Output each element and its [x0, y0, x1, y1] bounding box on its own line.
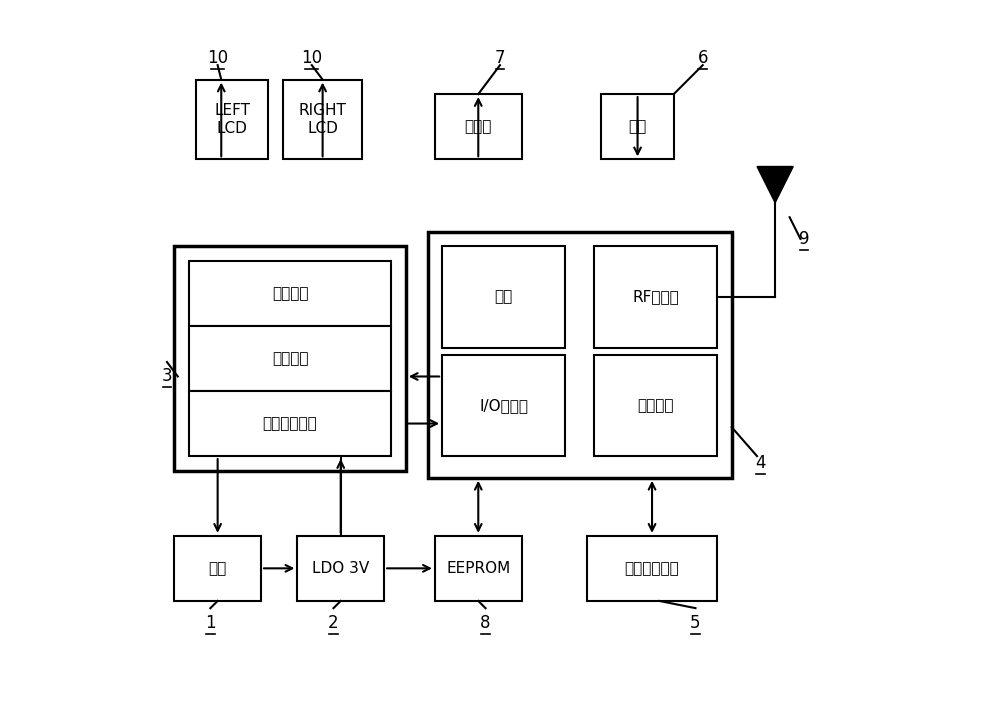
Polygon shape	[757, 167, 793, 203]
Text: RIGHT
LCD: RIGHT LCD	[299, 104, 347, 135]
Text: I/O控制器: I/O控制器	[479, 398, 528, 413]
Text: 升压模块: 升压模块	[272, 351, 308, 366]
FancyBboxPatch shape	[594, 355, 717, 456]
FancyBboxPatch shape	[442, 355, 565, 456]
Text: 电池: 电池	[209, 561, 227, 576]
Text: 4: 4	[755, 455, 766, 472]
Text: 1: 1	[205, 614, 216, 631]
Text: 按键: 按键	[628, 119, 647, 134]
Text: 指示灯: 指示灯	[465, 119, 492, 134]
Text: 动作感应装置: 动作感应装置	[625, 561, 679, 576]
Text: 3: 3	[162, 368, 172, 385]
FancyBboxPatch shape	[283, 80, 362, 159]
FancyBboxPatch shape	[435, 536, 522, 601]
Text: 9: 9	[799, 230, 809, 248]
FancyBboxPatch shape	[297, 536, 384, 601]
Text: 内核: 内核	[494, 290, 513, 304]
Text: 5: 5	[690, 614, 701, 631]
Text: 8: 8	[480, 614, 491, 631]
Text: RF控制器: RF控制器	[632, 290, 679, 304]
Text: 充电管理模块: 充电管理模块	[263, 416, 317, 431]
Text: 模拟开关: 模拟开关	[272, 286, 308, 300]
Text: 6: 6	[697, 49, 708, 67]
FancyBboxPatch shape	[189, 261, 391, 326]
FancyBboxPatch shape	[189, 326, 391, 391]
Text: 2: 2	[328, 614, 339, 631]
FancyBboxPatch shape	[174, 536, 261, 601]
FancyBboxPatch shape	[587, 536, 717, 601]
Text: LDO 3V: LDO 3V	[312, 561, 369, 576]
FancyBboxPatch shape	[435, 94, 522, 159]
FancyBboxPatch shape	[442, 246, 565, 348]
FancyBboxPatch shape	[174, 246, 406, 471]
Text: 10: 10	[301, 49, 322, 67]
Text: EEPROM: EEPROM	[446, 561, 510, 576]
FancyBboxPatch shape	[601, 94, 674, 159]
FancyBboxPatch shape	[189, 391, 391, 456]
Text: 10: 10	[207, 49, 228, 67]
FancyBboxPatch shape	[196, 80, 268, 159]
Text: LEFT
LCD: LEFT LCD	[214, 104, 250, 135]
FancyBboxPatch shape	[428, 232, 732, 478]
FancyBboxPatch shape	[594, 246, 717, 348]
Text: 7: 7	[495, 49, 505, 67]
Text: 电源处理: 电源处理	[637, 398, 674, 413]
